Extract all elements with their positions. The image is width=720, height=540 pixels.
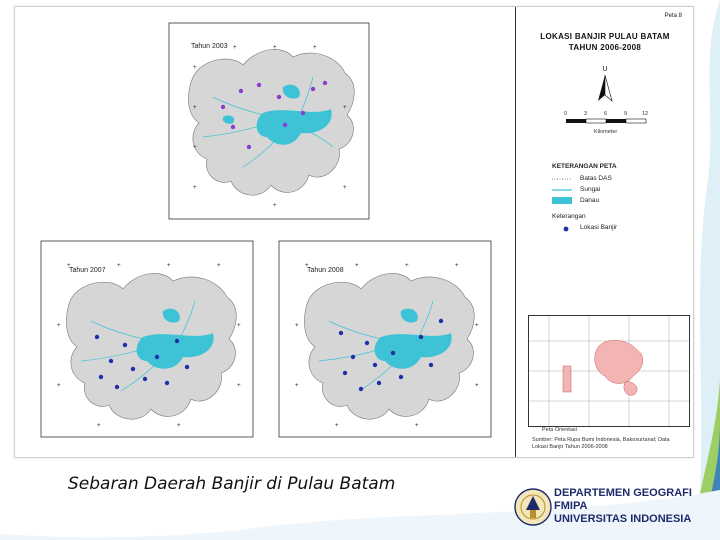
- map-sheet: + + + + + + + + + + Tahun 2003: [14, 6, 694, 458]
- svg-text:+: +: [273, 44, 277, 51]
- university-logo-icon: [514, 488, 552, 526]
- map-panel-2007: + + + + + + + + + + Tahun 2007: [37, 237, 267, 447]
- map-title-line1: LOKASI BANJIR PULAU BATAM: [540, 32, 670, 41]
- scale-unit: Kilometer: [594, 129, 618, 135]
- svg-text:+: +: [117, 262, 121, 269]
- logo-line2: FMIPA: [554, 500, 588, 512]
- legend-item-batas-das: Batas DAS: [580, 175, 612, 182]
- north-arrow-icon: U: [598, 66, 613, 102]
- svg-text:+: +: [295, 322, 299, 329]
- svg-text:+: +: [67, 262, 71, 269]
- inset-note: Peta Orientasi: [542, 427, 577, 433]
- legend-item-sungai: Sungai: [580, 186, 601, 193]
- panel-label-2007: Tahun 2007: [67, 267, 108, 274]
- svg-text:+: +: [343, 184, 347, 191]
- map-2003-svg: + + + + + + + + + +: [168, 22, 370, 220]
- map-2008-svg: + + + + + + + + + +: [278, 240, 492, 438]
- svg-text:+: +: [475, 382, 479, 389]
- svg-text:+: +: [273, 202, 277, 209]
- svg-text:+: +: [193, 104, 197, 111]
- svg-text:+: +: [193, 144, 197, 151]
- sheet-ref: Peta 8: [664, 13, 682, 19]
- svg-text:+: +: [177, 422, 181, 429]
- scale-tick-1: 3: [584, 111, 588, 117]
- flood-points-2007: [94, 334, 190, 390]
- rivers-2007: [80, 300, 196, 392]
- scale-tick-0: 0: [564, 111, 568, 117]
- svg-text:U: U: [602, 66, 607, 73]
- svg-text:+: +: [193, 184, 197, 191]
- svg-text:+: +: [57, 322, 61, 329]
- decorative-bottom-wave: [0, 490, 720, 540]
- flood-point-symbol-icon: [563, 226, 569, 232]
- svg-text:+: +: [237, 382, 241, 389]
- svg-text:+: +: [335, 422, 339, 429]
- svg-text:+: +: [455, 262, 459, 269]
- water-bodies-2003: [222, 84, 332, 145]
- map-title: LOKASI BANJIR PULAU BATAM TAHUN 2006-200…: [516, 31, 694, 53]
- map-panel-2003: + + + + + + + + + + Tahun 2003: [163, 17, 383, 229]
- water-bodies-2007: [136, 308, 214, 369]
- inset-map-svg: [529, 316, 689, 426]
- rivers-2003: [202, 76, 334, 168]
- svg-text:+: +: [343, 104, 347, 111]
- panel-label-2008: Tahun 2008: [305, 267, 346, 274]
- scale-tick-2: 6: [604, 111, 608, 117]
- legend-item-danau: Danau: [580, 197, 600, 204]
- map-2007-svg: + + + + + + + + + +: [40, 240, 254, 438]
- svg-text:+: +: [405, 262, 409, 269]
- water-bodies-2008: [374, 308, 452, 369]
- svg-text:+: +: [167, 262, 171, 269]
- svg-text:+: +: [313, 44, 317, 51]
- svg-text:+: +: [217, 262, 221, 269]
- svg-text:+: +: [305, 262, 309, 269]
- svg-text:+: +: [97, 422, 101, 429]
- svg-text:+: +: [193, 64, 197, 71]
- svg-text:+: +: [233, 44, 237, 51]
- panel-label-2003: Tahun 2003: [189, 43, 230, 50]
- legend-symbols: [552, 178, 572, 204]
- scale-tick-4: 12: [642, 111, 649, 117]
- legend-item-flood: Lokasi Banjir: [580, 224, 618, 231]
- slide-caption: Sebaran Daerah Banjir di Pulau Batam: [68, 474, 396, 494]
- flood-points-2003: [220, 80, 328, 150]
- scale-tick-3: 9: [624, 111, 628, 117]
- svg-text:+: +: [415, 422, 419, 429]
- legend-section-title: KETERANGAN PETA: [552, 163, 617, 170]
- svg-text:+: +: [355, 262, 359, 269]
- svg-text:+: +: [237, 322, 241, 329]
- scale-bar: [566, 118, 647, 124]
- svg-text:+: +: [57, 382, 61, 389]
- svg-text:+: +: [295, 382, 299, 389]
- logo-line3: UNIVERSITAS INDONESIA: [554, 513, 692, 525]
- source-text: Sumber: Peta Rupa Bumi Indonesia, Bakosu…: [532, 437, 670, 450]
- inset-map: [528, 315, 690, 427]
- logo-line1: DEPARTEMEN GEOGRAFI: [554, 487, 692, 499]
- map-panel-2008: + + + + + + + + + + Tahun 2008: [275, 237, 505, 447]
- keterangan-title: Keterangan: [552, 213, 586, 220]
- map-title-line2: TAHUN 2006-2008: [568, 43, 642, 52]
- svg-text:+: +: [475, 322, 479, 329]
- map-legend: Peta 8 LOKASI BANJIR PULAU BATAM TAHUN 2…: [515, 7, 694, 457]
- flood-points-2008: [338, 318, 444, 392]
